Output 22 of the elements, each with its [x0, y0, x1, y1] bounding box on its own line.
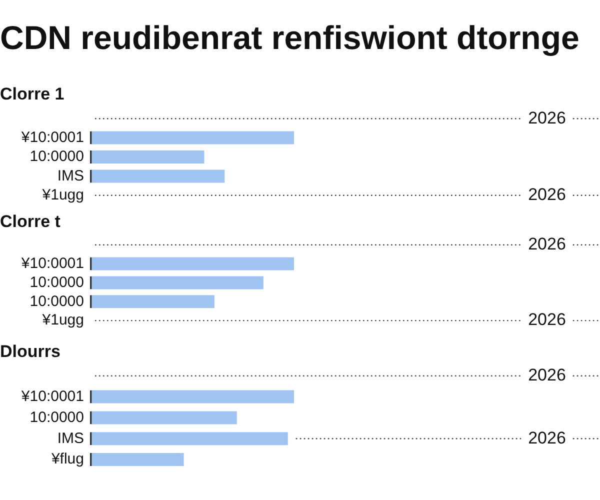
- y-tick-label: 10:0000: [30, 274, 84, 291]
- y-tick-label: IMS: [57, 167, 84, 184]
- y-tick-label: ¥10:0001: [20, 254, 84, 272]
- chart-title: Dlourrs: [0, 342, 60, 361]
- y-tick-label: 10:0000: [30, 292, 84, 310]
- text: 2026: [528, 310, 566, 330]
- chart-subtitle: Clorre 1: [0, 84, 64, 104]
- text: 2026: [528, 234, 566, 254]
- y-tick-label: ¥1ugg: [41, 312, 84, 329]
- chart-title: CDN reudibenrat renfiswiont dtornge: [0, 18, 580, 56]
- text: 2026: [528, 366, 566, 385]
- y-tick-label: 10:0000: [30, 148, 84, 166]
- y-tick-label: 10:0000: [30, 408, 84, 426]
- y-tick-label: IMS: [57, 430, 84, 447]
- text: 2026: [528, 108, 566, 128]
- text: 2026: [528, 428, 566, 448]
- y-tick-label: ¥10:0001: [20, 128, 84, 146]
- text: 2026: [528, 185, 566, 204]
- y-tick-label: ¥1ugg: [41, 186, 84, 204]
- y-tick-label: ¥10:0001: [20, 388, 84, 405]
- chart-title: Clorre t: [0, 212, 61, 231]
- y-tick-label: ¥flug: [50, 450, 84, 468]
